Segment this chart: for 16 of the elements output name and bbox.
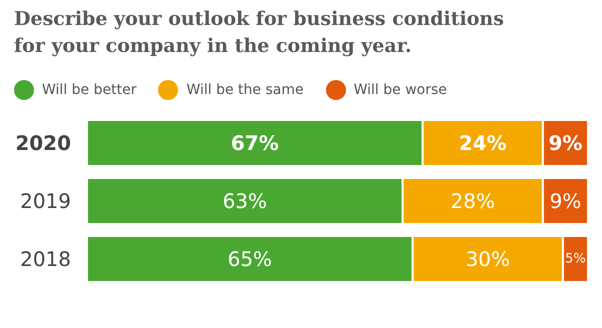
data-label: 65% bbox=[228, 247, 272, 271]
y-tick-label: 2020 bbox=[15, 131, 71, 155]
data-label: 28% bbox=[450, 189, 495, 213]
y-tick-label: 2019 bbox=[20, 189, 71, 213]
data-label: 30% bbox=[466, 247, 510, 271]
legend-label: Will be worse bbox=[354, 82, 447, 98]
data-label: 24% bbox=[458, 131, 507, 155]
y-tick-label: 2018 bbox=[20, 247, 71, 271]
data-label: 9% bbox=[548, 131, 582, 155]
data-label: 9% bbox=[550, 189, 582, 213]
series-label: Will be better bbox=[42, 82, 136, 98]
data-label: 67% bbox=[230, 131, 279, 155]
legend-label: Will be the same bbox=[186, 82, 304, 98]
chart-title: Describe your outlook for business conditions for your company in the coming year. bbox=[13, 7, 505, 59]
data-label: 5% bbox=[565, 252, 586, 266]
data-label: 63% bbox=[222, 189, 268, 213]
